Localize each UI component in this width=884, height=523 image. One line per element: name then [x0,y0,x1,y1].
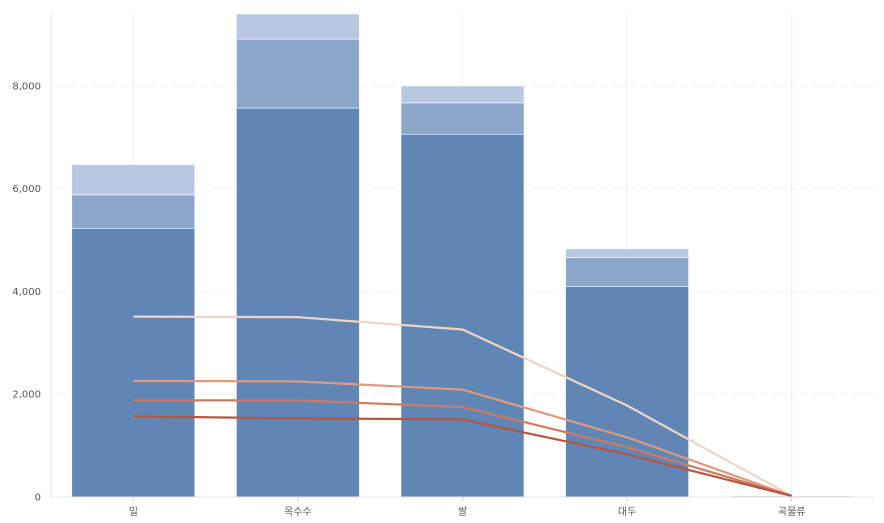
bar-segment [71,164,196,196]
series-line [133,399,793,498]
series-line [133,379,793,498]
bar-segment [565,286,689,498]
x-tick-label: 쌀 [458,506,467,518]
bar-segment [565,248,689,258]
bar-segment [400,133,525,498]
bar-segment [71,194,196,229]
axes: 0 2,000 4,000 6,000 8,000 밀 옥수수 쌀 대두 곡물류 [12,14,874,518]
bars [71,13,854,498]
bar-segment [236,13,360,40]
y-tick-label: 8,000 [12,81,41,92]
lines [133,315,793,498]
series-line [133,415,792,498]
bar-segment [400,102,525,135]
bar-segment [236,38,360,109]
y-tick-label: 6,000 [12,184,41,195]
bar-segment [565,257,689,287]
x-tick-label: 옥수수 [284,506,312,518]
bar-segment [400,85,525,104]
y-tick-label: 0 [35,493,41,504]
y-tick-label: 2,000 [12,390,41,401]
x-tick-label: 밀 [129,506,138,518]
x-tick-label: 곡물류 [778,506,806,518]
bar-segment [71,227,196,498]
x-tick-label: 대두 [618,506,636,518]
y-tick-label: 4,000 [12,287,41,298]
series-line [133,315,793,497]
bar-segment [236,107,360,498]
